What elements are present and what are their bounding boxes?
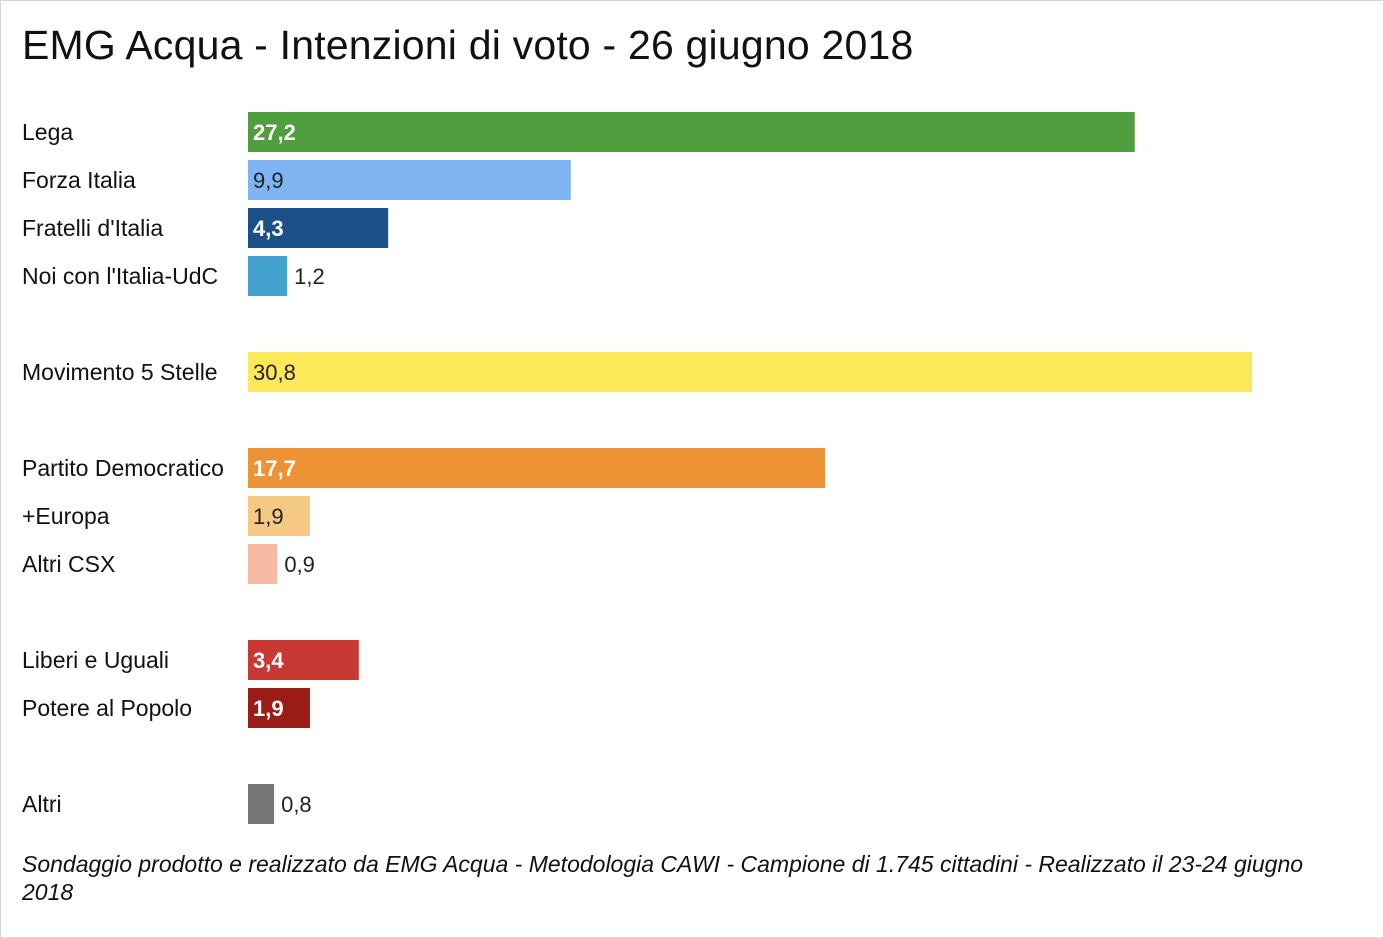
bar-altri	[248, 784, 275, 824]
bar-lega	[248, 112, 1135, 152]
category-label-europa: +Europa	[22, 503, 110, 529]
bar-row-europa: +Europa 1,9	[22, 496, 310, 536]
bar-movimento-5-stelle	[248, 352, 1253, 392]
bar-liberi-e-uguali	[248, 640, 359, 680]
bar-noi-con-l-italia-udc	[248, 256, 288, 296]
value-label-partito-democratico: 17,7	[253, 456, 296, 481]
bar-row-forza-italia: Forza Italia 9,9	[22, 160, 571, 200]
bar-row-altri-csx: Altri CSX 0,9	[22, 544, 315, 584]
category-label-partito-democratico: Partito Democratico	[22, 455, 224, 481]
bar-row-lega: Lega 27,2	[22, 112, 1135, 152]
category-label-altri: Altri	[22, 791, 62, 817]
value-label-potere-al-popolo: 1,9	[253, 696, 284, 721]
value-label-lega: 27,2	[253, 120, 296, 145]
category-label-lega: Lega	[22, 119, 73, 145]
value-label-noi-con-l-italia-udc: 1,2	[294, 264, 325, 289]
value-label-forza-italia: 9,9	[253, 168, 284, 193]
bar-altri-csx	[248, 544, 278, 584]
category-label-altri-csx: Altri CSX	[22, 551, 115, 577]
category-label-potere-al-popolo: Potere al Popolo	[22, 695, 192, 721]
bar-row-partito-democratico: Partito Democratico 17,7	[22, 448, 826, 488]
bar-forza-italia	[248, 160, 571, 200]
bar-row-altri: Altri 0,8	[22, 784, 312, 824]
category-label-fratelli-d-italia: Fratelli d'Italia	[22, 215, 163, 241]
value-label-altri: 0,8	[281, 792, 312, 817]
footnote: Sondaggio prodotto e realizzato da EMG A…	[22, 851, 1304, 905]
bar-potere-al-popolo	[248, 688, 310, 728]
bar-row-fratelli-d-italia: Fratelli d'Italia 4,3	[22, 208, 389, 248]
bar-partito-democratico	[248, 448, 826, 488]
bar-row-potere-al-popolo: Potere al Popolo 1,9	[22, 688, 310, 728]
value-label-europa: 1,9	[253, 504, 284, 529]
chart-title: EMG Acqua - Intenzioni di voto - 26 giug…	[22, 22, 914, 68]
value-label-movimento-5-stelle: 30,8	[253, 360, 296, 385]
value-label-liberi-e-uguali: 3,4	[253, 648, 284, 673]
category-label-liberi-e-uguali: Liberi e Uguali	[22, 647, 169, 673]
value-label-fratelli-d-italia: 4,3	[253, 216, 284, 241]
category-label-movimento-5-stelle: Movimento 5 Stelle	[22, 359, 218, 385]
bar-europa	[248, 496, 310, 536]
category-label-forza-italia: Forza Italia	[22, 167, 136, 193]
bar-row-noi-con-l-italia-udc: Noi con l'Italia-UdC 1,2	[22, 256, 325, 296]
bar-row-movimento-5-stelle: Movimento 5 Stelle 30,8	[22, 352, 1253, 392]
value-label-altri-csx: 0,9	[284, 552, 315, 577]
bar-row-liberi-e-uguali: Liberi e Uguali 3,4	[22, 640, 359, 680]
bar-fratelli-d-italia	[248, 208, 389, 248]
category-label-noi-con-l-italia-udc: Noi con l'Italia-UdC	[22, 263, 218, 289]
